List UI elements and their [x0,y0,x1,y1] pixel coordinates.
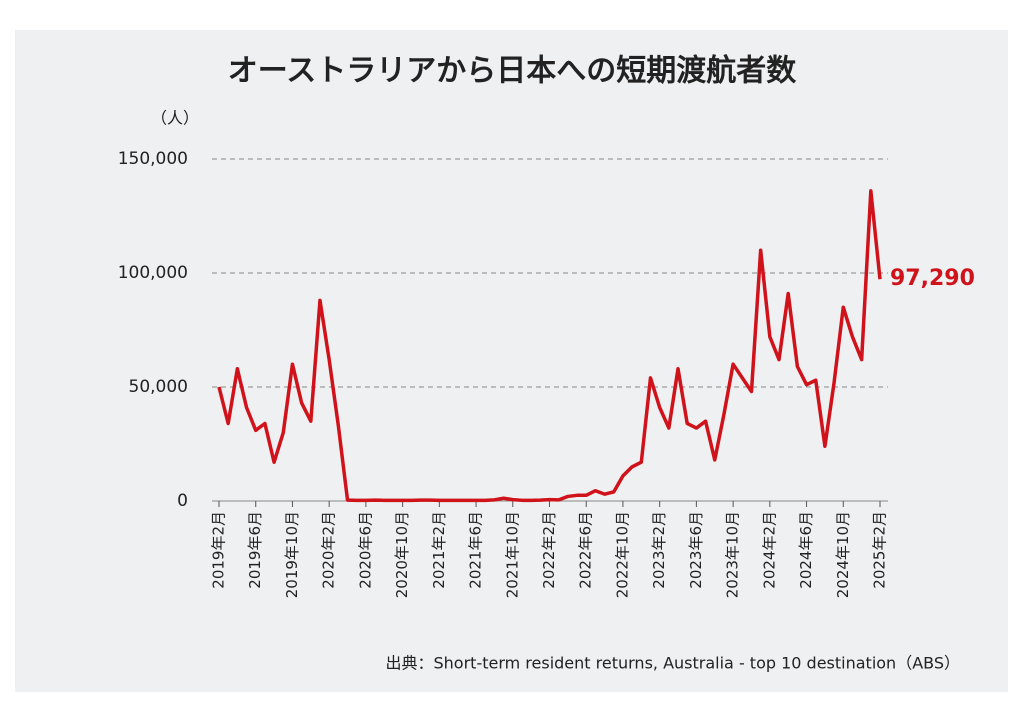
line-series [217,189,882,503]
x-tick-label: 2022年6月 [577,511,595,589]
x-tick-label: 2024年2月 [760,511,778,589]
x-tick-label: 2023年10月 [724,511,742,598]
y-tick-label: 150,000 [118,149,188,169]
x-tick-label: 2020年10月 [393,511,411,598]
y-tick-label: 100,000 [118,263,188,283]
x-tick-label: 2019年6月 [246,511,264,589]
x-tick-label: 2021年2月 [430,511,448,589]
y-tick-label: 50,000 [129,377,188,397]
x-tick-label: 2022年10月 [613,511,631,598]
x-tick-label: 2019年2月 [210,511,228,589]
x-tick-label: 2021年6月 [467,511,485,589]
source: 出典：Short-term resident returns, Australi… [386,654,961,673]
x-tick-label: 2020年2月 [320,511,338,589]
x-tick-label: 2024年10月 [834,511,852,598]
x-tick-label: 2021年10月 [503,511,521,598]
y-tick-label: 0 [177,491,188,511]
x-tick-label: 2024年6月 [797,511,815,589]
x-tick-label: 2023年2月 [650,511,668,589]
x-tick-label: 2022年2月 [540,511,558,589]
x-tick-label: 2023年6月 [687,511,705,589]
x-tick-label: 2020年6月 [356,511,374,589]
value-label: 97,290 [890,266,975,291]
x-tick-label: 2019年10月 [283,511,301,598]
chart-title: オーストラリアから日本への短期渡航者数 [228,54,797,89]
background [15,30,1008,692]
y-unit: （人） [151,109,199,128]
x-tick-label: 2025年2月 [871,511,889,589]
